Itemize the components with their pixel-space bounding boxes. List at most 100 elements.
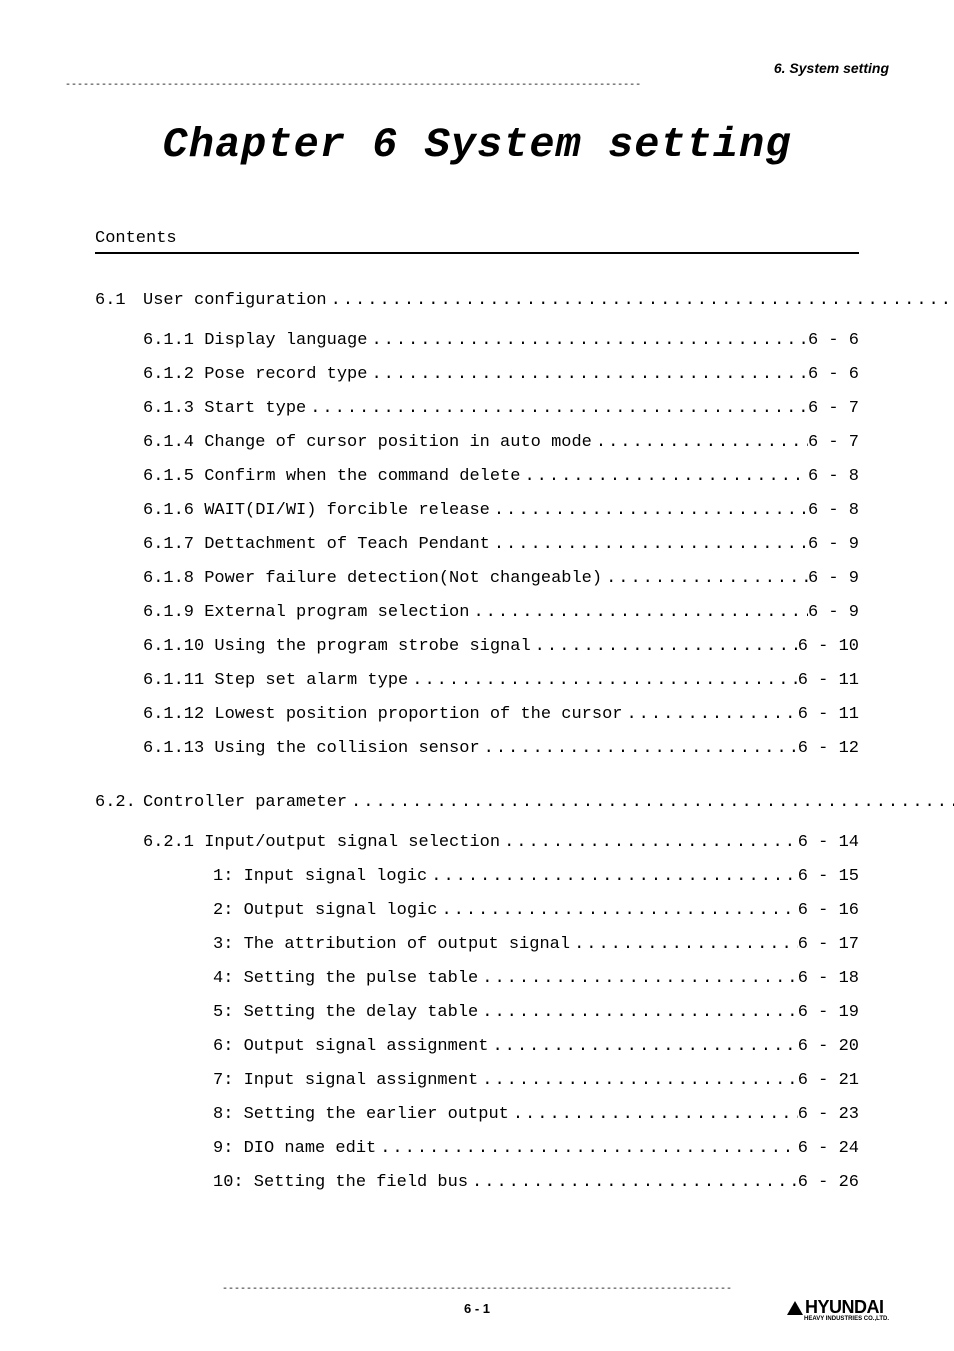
toc-dots: ........................................…	[520, 460, 808, 494]
toc-page: 6 - 11	[798, 664, 859, 698]
toc-entry-title: 6.1.1 Display language	[143, 324, 367, 358]
toc-page: 6 - 26	[798, 1166, 859, 1200]
toc-page: 6 - 6	[808, 324, 859, 358]
toc-dots: ........................................…	[602, 562, 808, 596]
toc-subsection: 6.1.8 Power failure detection(Not change…	[75, 562, 859, 596]
toc-section: 6.2.Controller parameter ...............…	[75, 786, 859, 820]
toc-dots: ........................................…	[490, 528, 808, 562]
hyundai-logo: HYUNDAI HEAVY INDUSTRIES CO.,LTD.	[787, 1297, 889, 1322]
toc-dots: ........................................…	[570, 928, 798, 962]
toc-page: 6 - 14	[798, 826, 859, 860]
toc-subsubsection: 8: Setting the earlier output ..........…	[75, 1098, 859, 1132]
toc-subsection: 6.1.13 Using the collision sensor ......…	[75, 732, 859, 766]
toc-entry-title: 3: The attribution of output signal	[213, 928, 570, 962]
toc-page: 6 - 11	[798, 698, 859, 732]
toc-entry-title: 10: Setting the field bus	[213, 1166, 468, 1200]
toc-entry-title: 6.1.5 Confirm when the command delete	[143, 460, 520, 494]
toc-subsubsection: 7: Input signal assignment .............…	[75, 1064, 859, 1098]
header-title: 6. System setting	[65, 60, 889, 76]
toc-dots: ........................................…	[592, 426, 808, 460]
toc-dots: ........................................…	[468, 1166, 798, 1200]
logo-triangle-icon	[787, 1301, 803, 1315]
toc-entry-title: 6.1.4 Change of cursor position in auto …	[143, 426, 592, 460]
toc-page: 6 - 17	[798, 928, 859, 962]
toc-dots: ........................................…	[478, 962, 798, 996]
toc-entry-title: 6.1.7 Dettachment of Teach Pendant	[143, 528, 490, 562]
toc-subsection: 6.2.1 Input/output signal selection ....…	[75, 826, 859, 860]
toc-subsubsection: 1: Input signal logic ..................…	[75, 860, 859, 894]
toc-subsubsection: 10: Setting the field bus ..............…	[75, 1166, 859, 1200]
toc-page: 6 - 20	[798, 1030, 859, 1064]
chapter-title: Chapter 6 System setting	[65, 121, 889, 169]
toc-entry-title: 8: Setting the earlier output	[213, 1098, 509, 1132]
toc-subsection: 6.1.7 Dettachment of Teach Pendant .....…	[75, 528, 859, 562]
toc-dots: ........................................…	[478, 996, 798, 1030]
toc-entry-title: 6.1.2 Pose record type	[143, 358, 367, 392]
logo-text: HYUNDAI	[805, 1297, 884, 1318]
table-of-contents: 6.1User configuration ..................…	[75, 284, 859, 1200]
toc-entry-title: 6.2.1 Input/output signal selection	[143, 826, 500, 860]
toc-dots: ........................................…	[367, 358, 808, 392]
toc-subsubsection: 9: DIO name edit .......................…	[75, 1132, 859, 1166]
contents-underline	[95, 252, 859, 254]
toc-entry: Controller parameter ...................…	[143, 786, 954, 820]
toc-dots: ........................................…	[531, 630, 798, 664]
toc-entry-title: 5: Setting the delay table	[213, 996, 478, 1030]
toc-subsection: 6.1.2 Pose record type .................…	[75, 358, 859, 392]
toc-page: 6 - 10	[798, 630, 859, 664]
toc-entry-title: Controller parameter	[143, 786, 347, 820]
toc-entry-title: 2: Output signal logic	[213, 894, 437, 928]
toc-dots: ........................................…	[622, 698, 797, 732]
toc-page: 6 - 19	[798, 996, 859, 1030]
toc-dots: ........................................…	[408, 664, 798, 698]
toc-page: 6 - 9	[808, 528, 859, 562]
toc-subsection: 6.1.3 Start type .......................…	[75, 392, 859, 426]
toc-subsection: 6.1.5 Confirm when the command delete ..…	[75, 460, 859, 494]
toc-subsection: 6.1.10 Using the program strobe signal .…	[75, 630, 859, 664]
toc-dots: ........................................…	[437, 894, 797, 928]
toc-page: 6 - 18	[798, 962, 859, 996]
toc-page: 6 - 23	[798, 1098, 859, 1132]
toc-entry-title: 6.1.12 Lowest position proportion of the…	[143, 698, 622, 732]
toc-dots: ........................................…	[327, 284, 954, 318]
toc-section: 6.1User configuration ..................…	[75, 284, 859, 318]
page-footer: ----------------------------------------…	[65, 1284, 889, 1316]
toc-page: 6 - 21	[798, 1064, 859, 1098]
toc-dots: ........................................…	[347, 786, 954, 820]
toc-subsubsection: 6: Output signal assignment ............…	[75, 1030, 859, 1064]
toc-section-number: 6.2.	[75, 786, 143, 820]
toc-entry-title: 6.1.9 External program selection	[143, 596, 469, 630]
toc-dots: ........................................…	[306, 392, 808, 426]
toc-page: 6 - 8	[808, 460, 859, 494]
toc-dots: ........................................…	[367, 324, 808, 358]
contents-label: Contents	[95, 229, 889, 248]
toc-entry-title: 4: Setting the pulse table	[213, 962, 478, 996]
toc-dots: ........................................…	[469, 596, 808, 630]
toc-subsubsection: 2: Output signal logic .................…	[75, 894, 859, 928]
toc-page: 6 - 24	[798, 1132, 859, 1166]
toc-page: 6 - 7	[808, 426, 859, 460]
page-number: 6 - 1	[65, 1301, 889, 1316]
toc-entry-title: 6.1.3 Start type	[143, 392, 306, 426]
toc-dots: ........................................…	[490, 494, 808, 528]
toc-entry-title: 6.1.13 Using the collision sensor	[143, 732, 480, 766]
toc-entry-title: 9: DIO name edit	[213, 1132, 376, 1166]
header-divider: ----------------------------------------…	[65, 80, 889, 91]
toc-entry-title: User configuration	[143, 284, 327, 318]
toc-page: 6 - 12	[798, 732, 859, 766]
toc-entry-title: 6.1.10 Using the program strobe signal	[143, 630, 531, 664]
toc-entry-title: 6.1.8 Power failure detection(Not change…	[143, 562, 602, 596]
toc-subsubsection: 5: Setting the delay table .............…	[75, 996, 859, 1030]
toc-page: 6 - 8	[808, 494, 859, 528]
toc-subsection: 6.1.12 Lowest position proportion of the…	[75, 698, 859, 732]
toc-entry: User configuration .....................…	[143, 284, 954, 318]
toc-subsubsection: 3: The attribution of output signal ....…	[75, 928, 859, 962]
toc-entry-title: 6: Output signal assignment	[213, 1030, 488, 1064]
toc-entry-title: 6.1.11 Step set alarm type	[143, 664, 408, 698]
toc-dots: ........................................…	[509, 1098, 798, 1132]
toc-dots: ........................................…	[376, 1132, 798, 1166]
toc-page: 6 - 16	[798, 894, 859, 928]
footer-divider: ----------------------------------------…	[114, 1284, 839, 1295]
toc-entry-title: 1: Input signal logic	[213, 860, 427, 894]
toc-dots: ........................................…	[488, 1030, 797, 1064]
